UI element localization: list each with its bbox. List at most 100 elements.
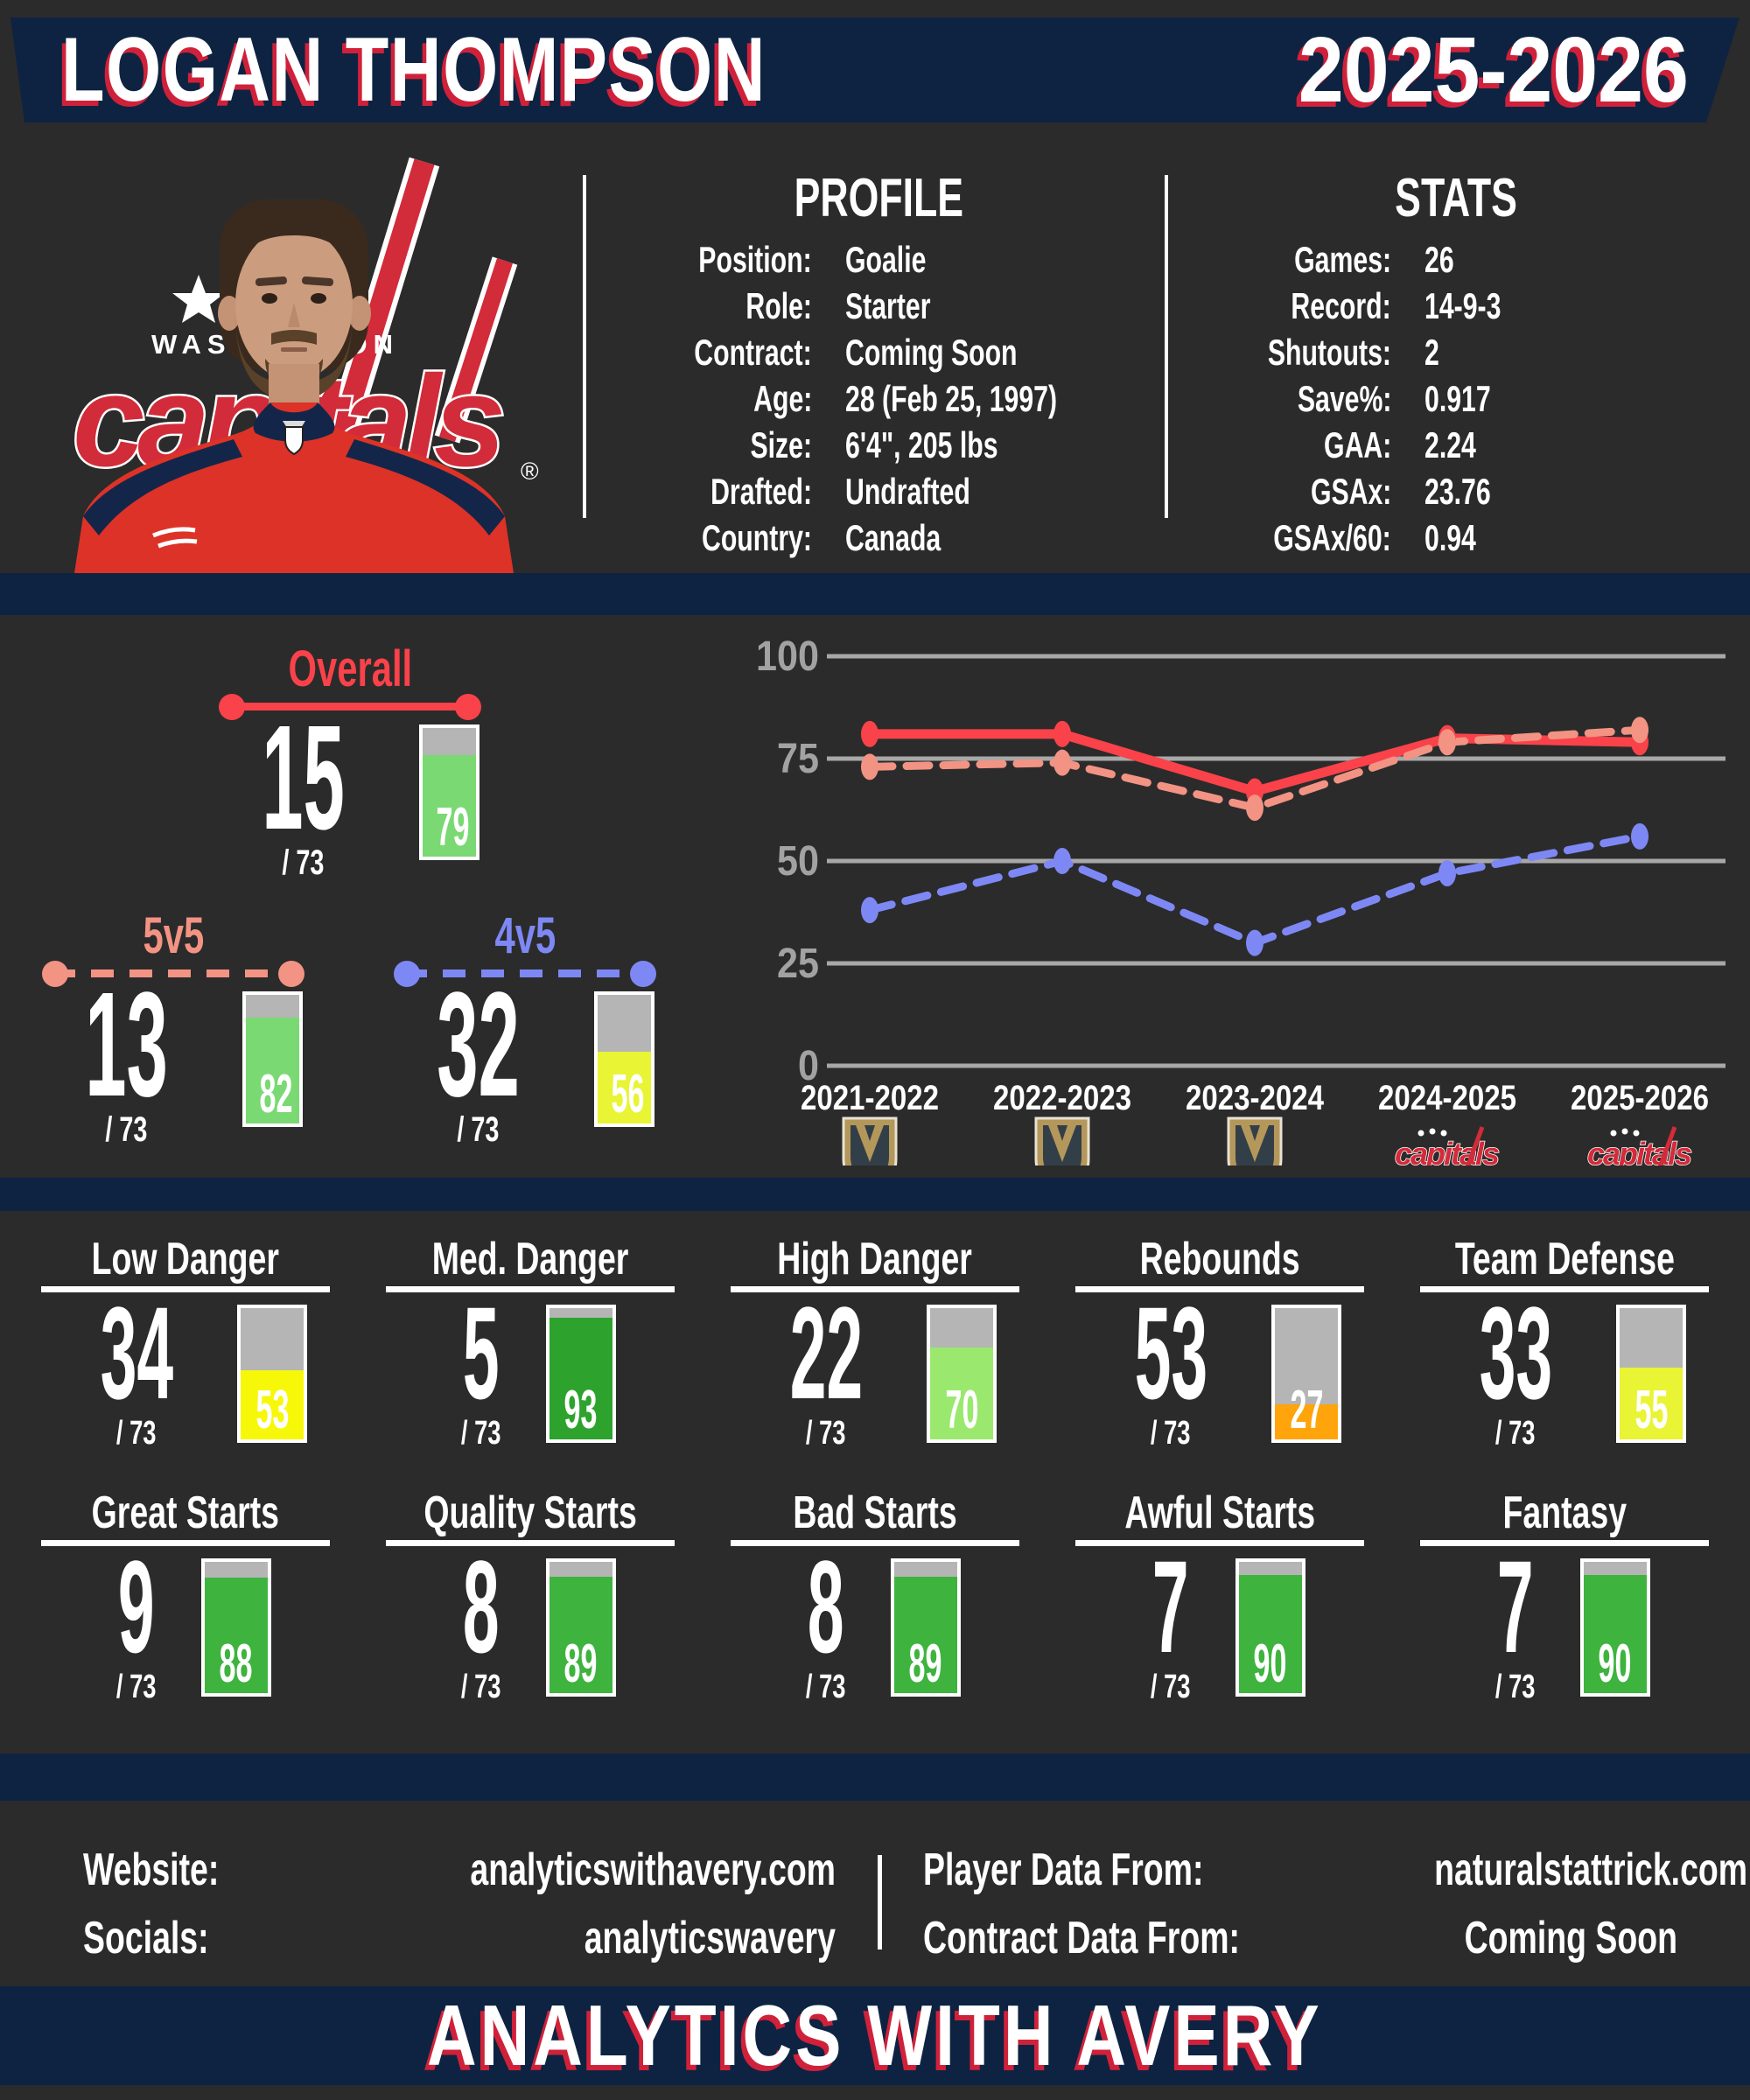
info-value: 14-9-3 [1424,284,1502,326]
registered-mark: ® [521,458,539,485]
rank-denominator: / 73 [457,1110,500,1149]
rank-denominator: / 73 [105,1110,148,1149]
credit-value: analyticswavery [584,1913,836,1964]
percentile-value: 90 [1598,1634,1632,1694]
rank-number: 9 [118,1533,155,1680]
stat-card: Low Danger 34 / 73 53 [28,1236,343,1489]
x-tick-label: 2022-2023 [993,1079,1131,1117]
credits-right-column: Player Data From: naturalstattrick.com Con… [923,1836,1747,1972]
info-value: 2 [1424,331,1439,373]
info-value: 0.94 [1424,516,1476,558]
percentile-bar: 27 [1271,1305,1342,1443]
info-value: Starter [845,284,931,326]
percentile-value: 93 [564,1380,598,1440]
data-point-4v5 [1054,848,1071,874]
percentile-value: 89 [908,1634,942,1694]
credit-row: Website: analyticswithavery.com [83,1836,836,1904]
percentile-bar-fill [930,1348,994,1439]
info-row: Record: 14-9-3 [1183,283,1730,329]
info-row: Age: 28 (Feb 25, 1997) [604,375,1153,422]
credit-label: Website: [83,1844,220,1895]
rank-denominator: / 73 [806,1669,846,1705]
x-tick-label: 2025-2026 [1571,1079,1709,1117]
percentile-bar-fill [1238,1575,1302,1693]
percentile-value: 79 [436,797,470,858]
credit-value: Coming Soon [1464,1913,1677,1964]
vegas-golden-knights-logo-icon [1227,1116,1283,1166]
overall-accent-line [229,703,471,710]
rank-card-title: Overall [288,640,412,697]
credit-label: Contract Data From: [923,1913,1240,1964]
info-label: Record: [1291,284,1391,326]
rank-number: 22 [789,1279,863,1426]
rank-card-title: 4v5 [494,907,556,964]
season-label: 2025-2026 [1298,18,1689,122]
percentile-bar: 53 [237,1305,308,1443]
rank-number: 53 [1134,1279,1208,1426]
percentile-bar-fill [893,1576,957,1693]
percentile-bar-fill [241,1369,304,1439]
credits-footer: Website: analyticswithavery.com Socials: an… [0,1836,1750,1984]
rank-denominator: / 73 [116,1415,157,1452]
info-value: 6'4", 205 lbs [845,424,998,466]
credits-vertical-divider [878,1855,882,1950]
percentile-value: 88 [219,1634,253,1694]
stat-card-title: Great Starts [91,1488,280,1538]
stat-card-underline [1420,1540,1709,1546]
info-label: Save%: [1297,377,1391,419]
percentile-bar: 90 [1235,1558,1306,1697]
credit-row: Player Data From: naturalstattrick.com [923,1836,1747,1904]
info-value: 0.917 [1424,377,1491,419]
x-tick-label: 2021-2022 [801,1079,939,1117]
jersey-patch [152,527,198,549]
credit-row: Socials: analyticswavery [83,1904,836,1972]
x-tick-label: 2024-2025 [1378,1079,1516,1117]
credit-row: Contract Data From: Coming Soon [923,1904,1677,1972]
info-label: Drafted: [710,470,812,512]
washington-capitals-logo-icon [1587,1127,1691,1166]
info-row: Shutouts: 2 [1183,329,1730,375]
rank-number: 33 [1479,1279,1552,1426]
stat-card-underline [386,1286,675,1292]
stat-cards-grid: Low Danger 34 / 73 53 Med. Danger 5 / 73 [13,1236,1737,1743]
rank-card-5v5: 5v5 13 / 73 82 [44,910,303,1150]
player-name: LOGAN THOMPSON [61,18,766,121]
percentile-bar: 93 [545,1305,616,1443]
percentile-bar-fill [1583,1575,1647,1693]
rank-card-overall: Overall 15 / 73 79 [220,643,480,883]
info-row: GSAx/60: 0.94 [1183,514,1730,561]
info-label: Shutouts: [1267,331,1391,373]
info-row: Games: 26 [1183,236,1730,283]
vegas-golden-knights-logo-icon [842,1116,898,1166]
series-line-4v5 [865,832,1644,948]
credit-value: naturalstattrick.com [1434,1844,1748,1895]
washington-capitals-logo-icon [1395,1127,1499,1166]
info-value: 26 [1424,238,1454,280]
divider-bar-3 [0,1754,1750,1801]
stat-card-title: Team Defense [1454,1234,1675,1284]
rank-number: 34 [100,1279,173,1426]
stat-card-underline [386,1540,675,1546]
rank-number: 8 [463,1533,500,1680]
info-label: Country: [702,516,812,558]
rank-number: 32 [437,962,520,1128]
rank-number: 7 [1497,1533,1534,1680]
info-value: Coming Soon [845,331,1018,373]
info-label: Size: [750,424,812,466]
stat-card-title: Bad Starts [793,1488,957,1538]
divider-vertical-right [1165,175,1168,518]
percentile-bar: 82 [242,991,303,1127]
data-point-4v5 [1246,929,1264,956]
percentile-value: 56 [611,1064,645,1124]
stat-card-title: Fantasy [1502,1488,1627,1538]
percentile-bar: 88 [200,1558,271,1697]
star-icon [172,275,225,323]
percentile-bar: 90 [1579,1558,1650,1697]
profile-title: PROFILE [794,168,963,228]
info-value: 23.76 [1424,470,1491,512]
data-point-overall [861,720,878,747]
percentile-bar: 56 [594,991,654,1127]
profile-panel: PROFILE Position: Goalie Role: Starter Contr… [604,172,1153,561]
stats-panel: STATS Games: 26 Record: 14-9-3 Shutouts: 2 Sav… [1183,172,1730,561]
